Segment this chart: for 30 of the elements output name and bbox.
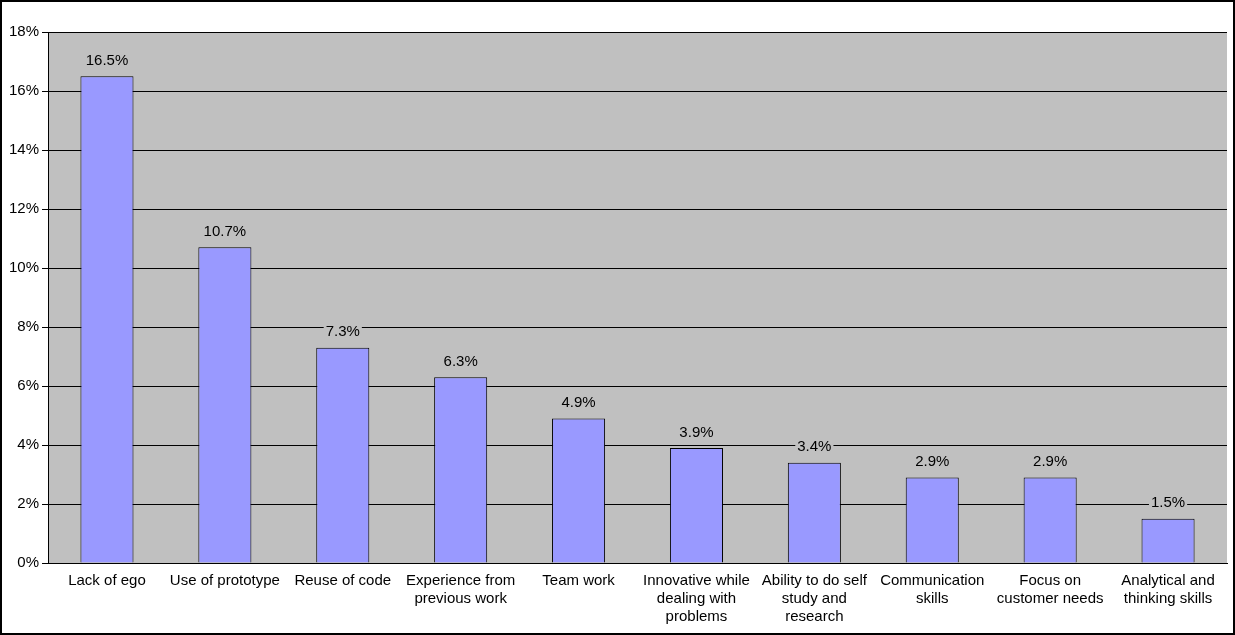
data-label: 6.3% bbox=[443, 351, 478, 369]
y-tick-label: 18% bbox=[8, 22, 40, 40]
data-label: 2.9% bbox=[1033, 452, 1068, 470]
data-label: 3.9% bbox=[679, 422, 714, 440]
x-tick-label: Experience from previous work bbox=[406, 571, 516, 607]
y-tick-label: 6% bbox=[17, 376, 40, 394]
x-tick-label: Innovative while dealing with problems bbox=[643, 571, 750, 625]
x-tick-label: Use of prototype bbox=[169, 571, 280, 589]
x-tick-label: Team work bbox=[542, 571, 616, 589]
y-tick-label: 8% bbox=[17, 317, 40, 335]
y-tick-label: 2% bbox=[17, 494, 40, 512]
y-tick-label: 16% bbox=[8, 81, 40, 99]
y-tick-label: 0% bbox=[17, 553, 40, 571]
y-tick-label: 14% bbox=[8, 140, 40, 158]
data-label: 2.9% bbox=[915, 452, 950, 470]
x-tick-label: Analytical and thinking skills bbox=[1121, 571, 1215, 607]
data-label: 16.5% bbox=[85, 50, 129, 68]
data-label: 4.9% bbox=[561, 393, 596, 411]
y-tick-label: 12% bbox=[8, 199, 40, 217]
x-tick-label: Communication skills bbox=[880, 571, 985, 607]
x-tick-label: Reuse of code bbox=[294, 571, 392, 589]
y-tick-label: 10% bbox=[8, 258, 40, 276]
data-label: 7.3% bbox=[325, 322, 360, 340]
data-label: 10.7% bbox=[203, 221, 247, 239]
data-label: 3.4% bbox=[797, 437, 832, 455]
y-tick-label: 4% bbox=[17, 435, 40, 453]
data-label: 1.5% bbox=[1150, 493, 1186, 511]
x-tick-label: Focus on customer needs bbox=[996, 571, 1104, 607]
x-tick-label: Ability to do self study and research bbox=[761, 571, 868, 625]
x-tick-label: Lack of ego bbox=[68, 571, 146, 589]
